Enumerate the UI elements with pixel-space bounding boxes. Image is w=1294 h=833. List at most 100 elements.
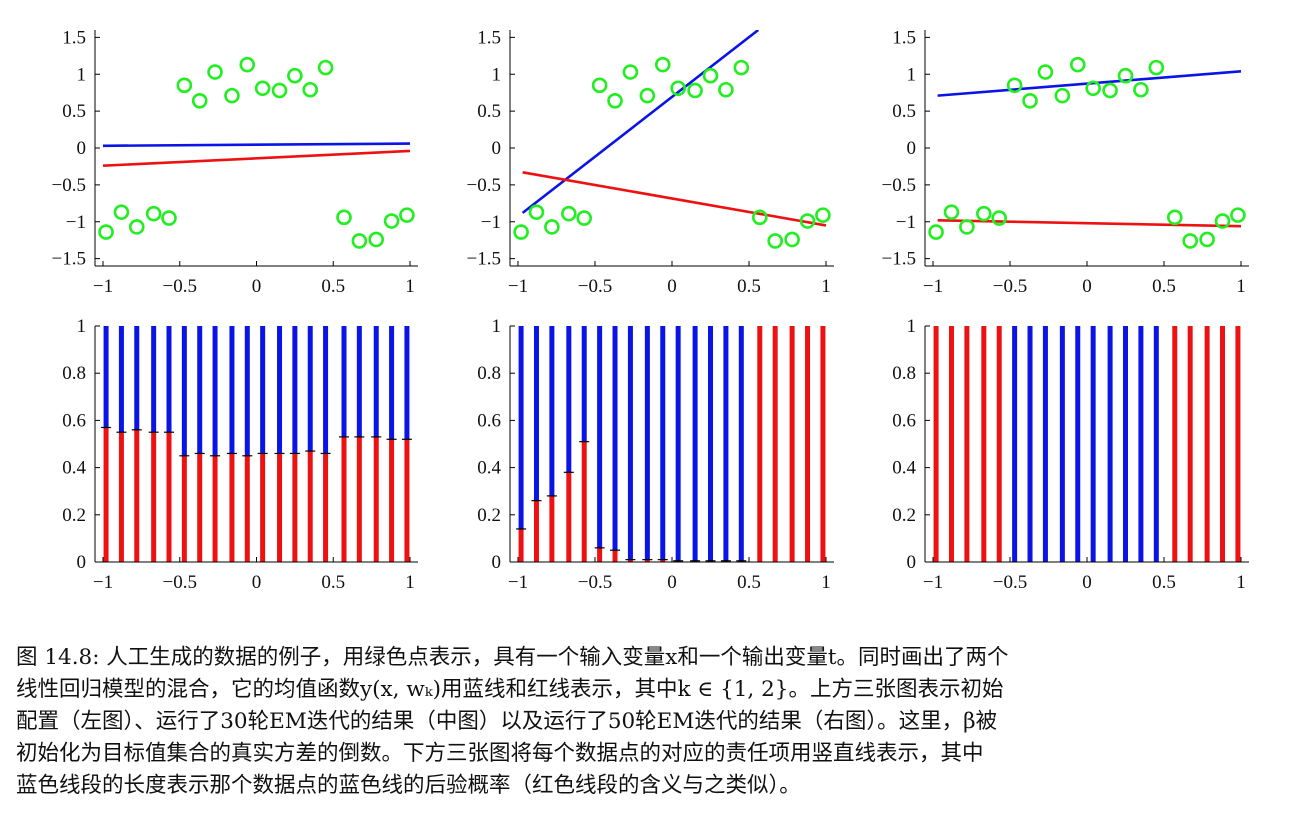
y-tick-label: −0.5 — [52, 175, 86, 196]
x-tick-label: 1 — [821, 572, 831, 593]
x-tick-label: −0.5 — [578, 572, 612, 593]
red-bar — [772, 326, 778, 562]
x-tick-label: 0 — [667, 572, 677, 593]
regression-lines — [102, 142, 411, 167]
red-bar — [627, 559, 633, 562]
red-bar — [612, 550, 618, 562]
blue-bar — [292, 326, 298, 454]
blue-bar — [1059, 326, 1065, 562]
blue-bar — [118, 326, 124, 433]
data-point — [1069, 56, 1086, 73]
blue-bar — [277, 326, 283, 454]
x-tick-label: −1 — [508, 276, 528, 297]
y-tick-label: 0.4 — [892, 458, 916, 479]
red-bar — [933, 326, 939, 562]
blue-bar — [581, 326, 587, 442]
x-tick-label: 0 — [1082, 276, 1092, 297]
data-point — [991, 210, 1008, 226]
data-point — [239, 56, 256, 73]
red-bar — [518, 528, 524, 562]
data-point — [145, 205, 162, 222]
y-tick-label: 0.4 — [477, 458, 501, 479]
blue-bar — [660, 326, 666, 560]
regression-lines — [521, 30, 827, 227]
red-bar — [644, 559, 650, 562]
data-point — [1166, 209, 1183, 226]
red-bar — [341, 436, 347, 562]
red-bar — [151, 432, 157, 562]
red-bar — [307, 451, 313, 562]
y-tick-label: 0.2 — [892, 505, 916, 526]
red-bar — [981, 326, 987, 562]
responsibility-bars — [933, 326, 1241, 562]
panel-bottom-middle: −1 −0.5 0 0.5 1 1 0.8 0.6 0.4 0.2 0 — [477, 316, 834, 593]
data-point — [607, 93, 623, 109]
blue-bar — [1027, 326, 1033, 562]
x-tick-label: 0 — [1082, 572, 1092, 593]
y-tick-label: 1 — [492, 64, 502, 85]
x-tick-label: 1 — [405, 276, 415, 297]
x-tick-label: −1 — [93, 276, 113, 297]
blue-bar — [151, 326, 157, 433]
data-point — [928, 224, 944, 240]
blue-bar — [1012, 326, 1018, 562]
blue-bar — [1075, 326, 1081, 562]
x-tick-label: −1 — [93, 572, 113, 593]
caption-line-4: 初始化为目标值集合的真实方差的倒数。下方三张图将每个数据点的对应的责任项用竖直线… — [16, 741, 984, 766]
y-tick-label: 1 — [77, 316, 87, 337]
y-tick-label: 0 — [77, 552, 87, 573]
red-bar — [118, 432, 124, 562]
data-point — [702, 67, 719, 84]
data-point — [191, 93, 208, 109]
red-bar — [181, 455, 187, 562]
x-tick-label: 0.5 — [321, 276, 345, 297]
blue-bar — [597, 326, 603, 548]
red-bar — [805, 326, 811, 562]
blue-bar — [229, 326, 235, 454]
blue-bar — [1123, 326, 1128, 562]
blue-bar — [627, 326, 633, 560]
x-tick-label: −0.5 — [163, 276, 197, 297]
blue-bar — [103, 326, 109, 428]
red-bar — [948, 326, 954, 562]
data-point — [224, 87, 240, 104]
red-bar — [323, 453, 329, 562]
panel-top-left: −1 −0.5 0 0.5 1 1.5 1 0.5 0 −0.5 −1 −1.5 — [52, 27, 418, 297]
caption-line-2: 线性回归模型的混合，它的均值函数y(x, wₖ)用蓝线和红线表示，其中k ∈ {… — [16, 677, 1004, 702]
data-point — [161, 210, 177, 226]
data-point — [976, 205, 992, 222]
data-point — [399, 207, 415, 223]
y-tick-label: −0.5 — [467, 175, 501, 196]
data-point — [561, 205, 577, 222]
blue-bar — [260, 326, 266, 454]
x-tick-label: 0.5 — [1152, 276, 1176, 297]
data-point — [1006, 77, 1023, 94]
y-tick-label: 0 — [492, 138, 502, 159]
blue-bar — [708, 326, 713, 561]
red-bar — [964, 326, 970, 562]
caption-line-1: 图 14.8: 人工生成的数据的例子，用绿色点表示，具有一个输入变量x和一个输出… — [16, 645, 1009, 670]
red-bar — [166, 432, 172, 562]
x-tick-label: 0.5 — [321, 572, 345, 593]
y-tick-label: −1 — [896, 212, 916, 233]
data-point — [1133, 81, 1149, 98]
data-point — [767, 233, 783, 249]
y-tick-label: 1.5 — [892, 27, 916, 48]
figure-panels: −1 −0.5 0 0.5 1 1.5 1 0.5 0 −0.5 −1 −1.5 −1 −0.5 0 0.5 1… — [52, 27, 1249, 593]
data-point — [654, 56, 671, 73]
blue-bar — [612, 326, 618, 551]
blue-bar — [1042, 326, 1048, 562]
blue-bar — [323, 326, 329, 454]
red-bar — [260, 453, 266, 562]
caption-line-5: 蓝色线段的长度表示那个数据点的蓝色线的后验概率（红色线段的含义与之类似）。 — [16, 773, 801, 798]
red-bar — [103, 427, 109, 562]
blue-bar — [533, 326, 539, 501]
blue-bar — [723, 326, 729, 561]
blue-bar — [644, 326, 650, 560]
red-bar — [356, 436, 362, 562]
blue-bar — [212, 326, 218, 456]
red-bar — [533, 500, 539, 562]
red-bar — [389, 439, 395, 562]
x-tick-label: 0 — [252, 572, 262, 593]
blue-bar — [341, 326, 347, 437]
